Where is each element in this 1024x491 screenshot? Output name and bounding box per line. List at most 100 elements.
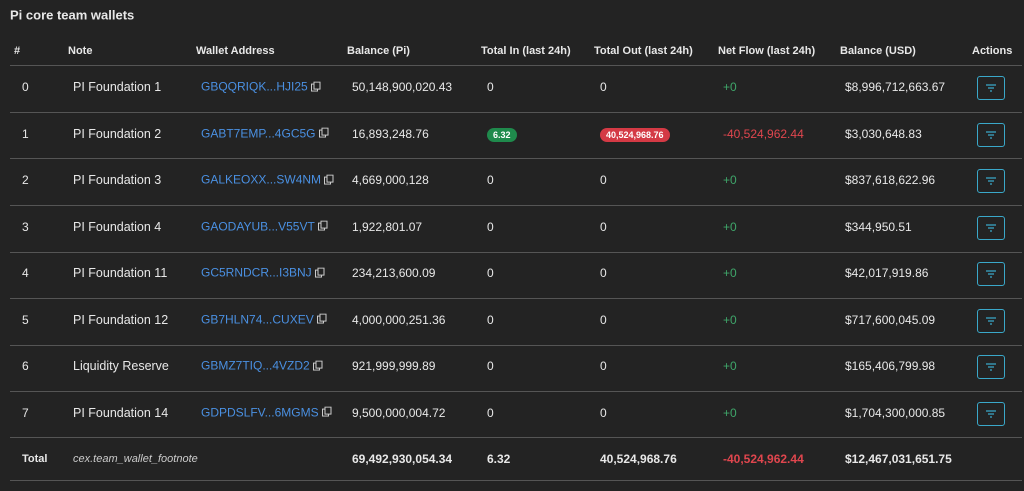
net-flow: +0 [723, 405, 737, 420]
cell: 0 [600, 405, 607, 420]
cell: $344,950.51 [845, 219, 912, 234]
wallet-link[interactable]: GBQQRIQK...HJI25 [201, 79, 308, 94]
filter-button[interactable] [977, 169, 1005, 193]
filter-button[interactable] [977, 76, 1005, 100]
cell: 1 [22, 126, 29, 141]
cell: 4 [22, 266, 29, 280]
row-divider [10, 437, 1022, 438]
copy-icon[interactable] [321, 406, 332, 420]
column-header: Net Flow (last 24h) [718, 45, 816, 57]
cell: 921,999,999.89 [352, 359, 436, 373]
wallet-cell: GABT7EMP...4GC5G [201, 126, 329, 141]
net-flow: +0 [723, 312, 737, 327]
cell: $837,618,622.96 [845, 173, 936, 187]
cell: 4,000,000,251.36 [352, 312, 446, 327]
cell: 0 [600, 359, 607, 373]
column-header: Balance (USD) [840, 45, 916, 57]
row-divider [10, 158, 1022, 159]
cell: PI Foundation 4 [73, 219, 162, 234]
copy-icon[interactable] [314, 266, 325, 280]
cell: PI Foundation 3 [73, 173, 162, 187]
wallet-link[interactable]: GB7HLN74...CUXEV [201, 312, 314, 327]
cell: 5 [22, 312, 29, 327]
column-header: Actions [972, 45, 1013, 57]
wallet-link[interactable]: GAODAYUB...V55VT [201, 219, 315, 234]
row-divider [10, 252, 1022, 253]
cell: 0 [487, 173, 494, 187]
cell: $8,996,712,663.67 [845, 80, 946, 94]
net-flow: +0 [723, 219, 737, 234]
copy-icon[interactable] [318, 127, 329, 141]
wallet-cell: GBMZ7TIQ...4VZD2 [201, 359, 323, 374]
cell: PI Foundation 2 [73, 126, 162, 141]
cell: 0 [600, 266, 607, 280]
copy-icon[interactable] [310, 80, 321, 94]
cell: 0 [600, 80, 607, 94]
total-cell: $12,467,031,651.75 [845, 452, 952, 466]
filter-button[interactable] [977, 355, 1005, 379]
total-cell: 69,492,930,054.34 [352, 452, 453, 466]
column-header: # [14, 45, 21, 57]
wallet-link[interactable]: GDPDSLFV...6MGMS [201, 405, 319, 420]
badge-cell: 40,524,968.76 [600, 127, 670, 142]
badge-cell: 6.32 [487, 127, 517, 142]
cell: $1,704,300,000.85 [845, 405, 946, 420]
row-divider [10, 345, 1022, 346]
cell: 0 [487, 405, 494, 420]
row-divider [10, 112, 1022, 113]
copy-icon[interactable] [324, 173, 334, 187]
column-header: Wallet Address [196, 45, 275, 57]
column-header: Balance (Pi) [347, 45, 410, 57]
wallet-cell: GDPDSLFV...6MGMS [201, 405, 332, 420]
cell: Liquidity Reserve [73, 359, 169, 373]
cell: PI Foundation 14 [73, 405, 169, 420]
total-cell: 40,524,968.76 [600, 452, 677, 466]
filter-button[interactable] [977, 262, 1005, 286]
row-divider [10, 480, 1022, 481]
filter-button[interactable] [977, 215, 1005, 240]
in-badge: 6.32 [487, 127, 517, 142]
cell: 16,893,248.76 [352, 126, 429, 141]
cell: 0 [600, 173, 607, 187]
wallet-cell: GBQQRIQK...HJI25 [201, 80, 321, 95]
cell: 6 [22, 359, 29, 373]
column-header: Note [68, 45, 93, 57]
column-header: Total In (last 24h) [481, 45, 571, 57]
wallet-link[interactable]: GALKEOXX...SW4NM [201, 172, 322, 187]
cell: 1,922,801.07 [352, 219, 423, 234]
row-divider [10, 391, 1022, 392]
footnote: cex.team_wallet_footnote [73, 453, 198, 465]
wallet-link[interactable]: GC5RNDCR...I3BNJ [201, 265, 312, 280]
row-divider [10, 298, 1022, 299]
filter-button[interactable] [977, 122, 1005, 147]
cell: 4,669,000,128 [352, 173, 429, 187]
copy-icon[interactable] [317, 220, 328, 234]
cell: 7 [22, 405, 29, 420]
wallet-cell: GB7HLN74...CUXEV [201, 312, 327, 327]
cell: 234,213,600.09 [352, 266, 436, 280]
filter-button[interactable] [977, 308, 1005, 333]
cell: $165,406,799.98 [845, 359, 936, 373]
cell: $3,030,648.83 [845, 126, 922, 141]
out-badge: 40,524,968.76 [600, 127, 670, 142]
cell: 50,148,900,020.43 [352, 80, 453, 94]
cell: 2 [22, 173, 29, 187]
cell: PI Foundation 11 [73, 266, 168, 280]
cell: 0 [487, 359, 494, 373]
copy-icon[interactable] [316, 313, 327, 327]
title: Pi core team wallets [10, 7, 135, 23]
row-divider [10, 65, 1022, 66]
cell: 0 [22, 80, 29, 94]
wallet-cell: GALKEOXX...SW4NM [201, 173, 334, 188]
cell: PI Foundation 12 [73, 312, 169, 327]
copy-icon[interactable] [312, 359, 323, 373]
net-flow: +0 [723, 266, 737, 280]
cell: $717,600,045.09 [845, 312, 936, 327]
net-flow: -40,524,962.44 [723, 126, 804, 141]
wallet-link[interactable]: GABT7EMP...4GC5G [201, 126, 316, 141]
filter-button[interactable] [977, 401, 1005, 426]
cell: 0 [487, 266, 494, 280]
wallet-link[interactable]: GBMZ7TIQ...4VZD2 [201, 358, 310, 373]
total-cell: -40,524,962.44 [723, 452, 804, 466]
cell: 0 [487, 219, 494, 234]
